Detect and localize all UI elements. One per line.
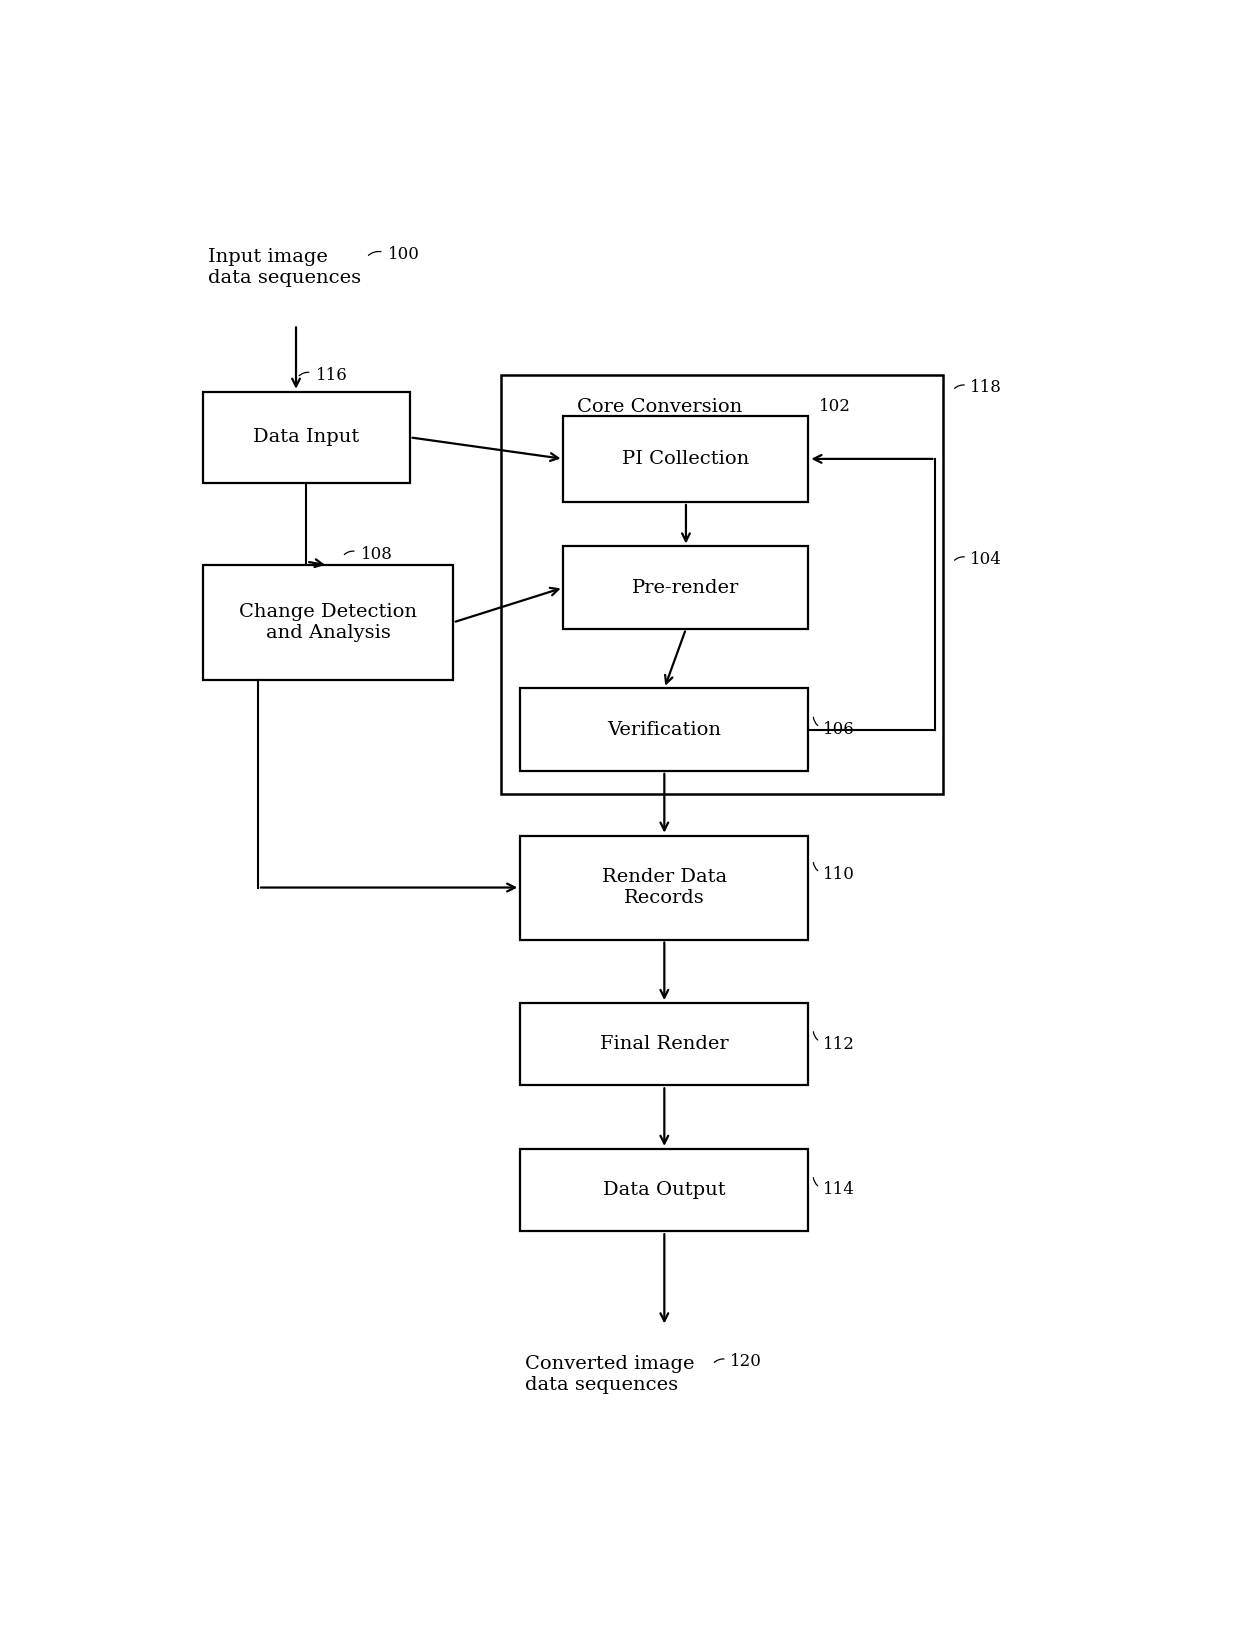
- Text: Data Output: Data Output: [603, 1181, 725, 1199]
- Text: 100: 100: [388, 245, 419, 264]
- Bar: [563, 547, 808, 629]
- Text: Verification: Verification: [608, 721, 722, 738]
- Text: Core Conversion
Block: Core Conversion Block: [578, 399, 743, 436]
- Text: Data Input: Data Input: [253, 428, 360, 446]
- Text: Converted image
data sequences: Converted image data sequences: [525, 1355, 694, 1393]
- Text: Change Detection
and Analysis: Change Detection and Analysis: [239, 603, 417, 642]
- Bar: [203, 565, 453, 680]
- Text: 102: 102: [820, 399, 851, 415]
- Text: 114: 114: [823, 1181, 854, 1199]
- Text: Render Data
Records: Render Data Records: [601, 868, 727, 907]
- Text: PI Collection: PI Collection: [622, 450, 749, 468]
- Text: 104: 104: [970, 552, 1002, 568]
- Bar: [521, 688, 808, 771]
- Bar: [521, 835, 808, 939]
- Text: 120: 120: [729, 1354, 761, 1370]
- Text: 108: 108: [361, 545, 393, 563]
- Text: 110: 110: [823, 866, 854, 883]
- Text: 112: 112: [823, 1036, 854, 1052]
- Bar: [203, 392, 409, 483]
- Bar: [501, 376, 942, 794]
- Text: Final Render: Final Render: [600, 1036, 729, 1052]
- Text: 116: 116: [315, 367, 347, 384]
- Bar: [563, 415, 808, 502]
- Text: 106: 106: [823, 721, 854, 738]
- Bar: [521, 1003, 808, 1085]
- Text: Pre-render: Pre-render: [632, 578, 739, 596]
- Text: Input image
data sequences: Input image data sequences: [208, 249, 361, 287]
- Text: 118: 118: [970, 379, 1002, 397]
- Bar: [521, 1150, 808, 1232]
